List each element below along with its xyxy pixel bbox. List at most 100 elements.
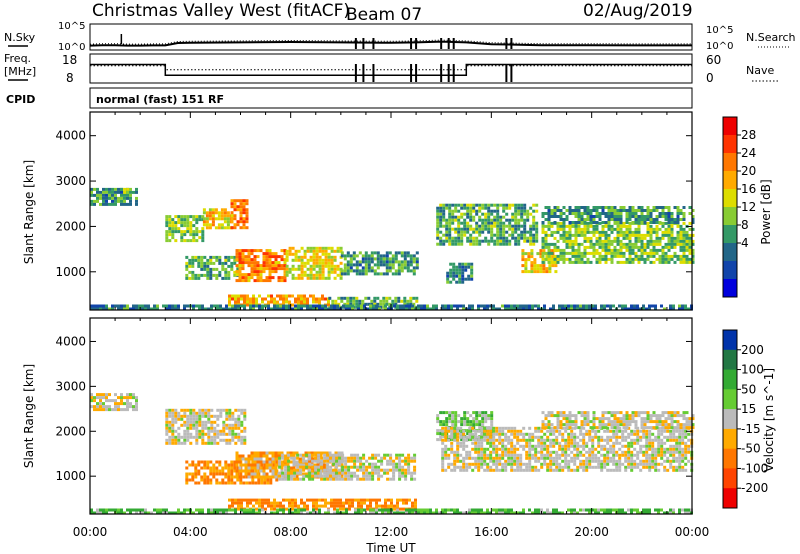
heatmap-cell [622,242,626,246]
heatmap-cell [469,242,473,246]
heatmap-cell [592,227,596,231]
heatmap-cell [553,242,557,246]
heatmap-cell [212,466,216,470]
heatmap-cell [477,447,481,451]
heatmap-cell [541,230,545,234]
heatmap-cell [204,432,208,436]
heatmap-cell [214,211,218,215]
heatmap-cell [606,450,610,454]
heatmap-cell [186,423,190,427]
heatmap-cell [442,233,446,237]
heatmap-cell [549,459,553,463]
heatmap-cell [516,441,520,445]
heatmap-cell [454,411,458,415]
heatmap-cell [514,218,518,222]
heatmap-cell [646,230,650,234]
heatmap-cell [293,468,297,472]
heatmap-cell [543,304,546,308]
heatmap-cell [186,408,190,412]
heatmap-cell [297,307,300,311]
heatmap-cell [252,304,255,308]
heatmap-cell [619,206,623,209]
heatmap-cell [521,270,525,274]
heatmap-cell [309,267,313,271]
heatmap-cell [333,270,337,274]
heatmap-cell [412,260,416,264]
heatmap-cell [302,468,306,472]
heatmap-cell [235,258,239,262]
heatmap-cell [504,450,508,454]
heatmap-cell [235,279,239,283]
heatmap-cell [649,248,653,252]
heatmap-cell [637,257,641,261]
heatmap-cell [186,227,190,231]
heatmap-cell [369,498,372,502]
heatmap-cell [240,420,244,424]
heatmap-cell [436,417,440,421]
heatmap-cell [591,304,594,308]
heatmap-cell [228,441,232,445]
heatmap-cell [595,239,599,243]
heatmap-cell [379,302,383,306]
heatmap-cell [132,190,135,194]
heatmap-cell [108,393,111,397]
heatmap-cell [655,230,659,234]
heatmap-cell [225,511,228,515]
heatmap-cell [439,411,443,415]
heatmap-cell [615,508,618,512]
heatmap-cell [337,302,341,306]
heatmap-cell [238,249,242,253]
heatmap-cell [240,504,243,508]
heatmap-cell [478,414,482,418]
heatmap-cell [471,462,475,466]
heatmap-cell [472,420,476,424]
heatmap-cell [670,233,674,237]
heatmap-cell [363,304,366,308]
heatmap-cell [281,471,285,475]
freq-tick-top: 18 [62,53,77,67]
heatmap-cell [435,304,438,308]
heatmap-cell [567,432,571,436]
heatmap-cell [441,453,445,457]
heatmap-cell [477,307,480,311]
heatmap-cell [393,504,396,508]
heatmap-cell [486,432,490,436]
heatmap-cell [532,203,536,207]
heatmap-cell [460,212,464,216]
heatmap-cell [490,420,494,424]
heatmap-cell [571,224,575,228]
heatmap-cell [507,508,510,512]
heatmap-cell [631,242,635,246]
heatmap-cell [478,411,482,415]
heatmap-cell [636,511,639,515]
heatmap-cell [382,254,386,258]
heatmap-cell [401,453,405,457]
heatmap-cell [288,511,291,515]
heatmap-cell [219,438,223,442]
heatmap-cell [204,423,208,427]
heatmap-cell [567,462,571,466]
heatmap-cell [358,260,362,264]
heatmap-cell [312,246,316,250]
heatmap-cell [547,206,551,209]
heatmap-cell [323,456,327,460]
heatmap-cell [539,252,543,256]
heatmap-cell [129,190,132,194]
heatmap-cell [398,477,402,481]
heatmap-cell [522,307,525,311]
heatmap-cell [588,465,592,469]
heatmap-cell [556,209,560,212]
heatmap-cell [598,218,602,221]
heatmap-cell [498,453,502,457]
heatmap-cell [661,221,665,225]
heatmap-cell [321,264,325,268]
heatmap-cell [343,302,347,306]
heatmap-cell [270,307,273,311]
heatmap-cell [312,297,315,301]
heatmap-cell [691,218,695,221]
heatmap-cell [379,260,383,264]
heatmap-cell [534,508,537,512]
heatmap-cell [558,453,562,457]
heatmap-cell [278,459,282,463]
heatmap-cell [365,477,369,481]
